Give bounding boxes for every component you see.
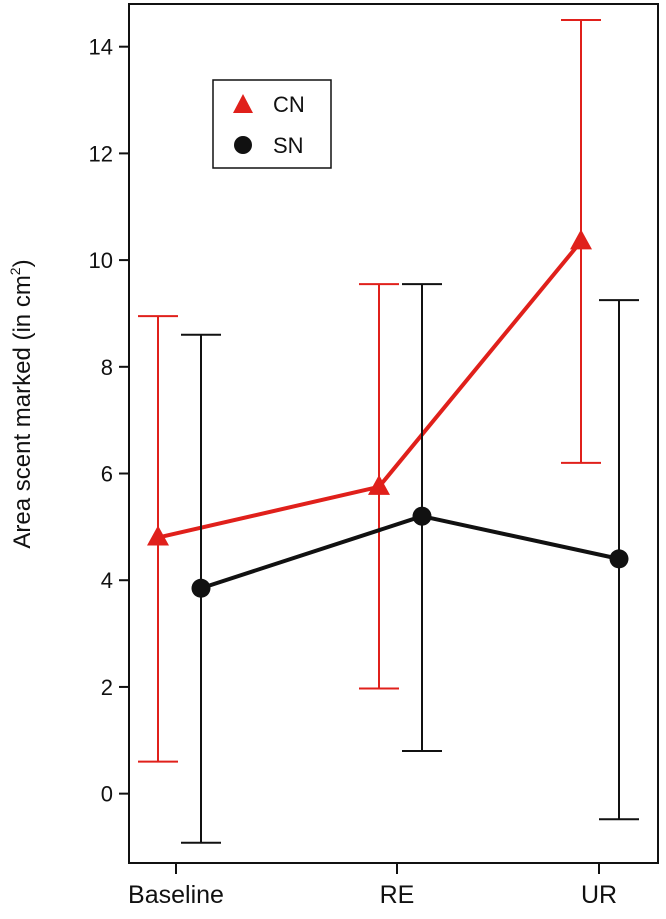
y-tick-label: 12 <box>89 141 113 166</box>
legend-sn-label: SN <box>273 133 304 158</box>
data-point-triangle <box>570 229 592 250</box>
y-tick-label: 14 <box>89 35 113 60</box>
y-axis-title-text: Area scent marked (in cm <box>9 275 36 548</box>
y-axis-title-sup: 2 <box>7 267 23 275</box>
data-point-circle <box>412 506 432 526</box>
data-point-circle <box>609 549 629 569</box>
series-cn <box>138 19 601 763</box>
series-layer <box>138 19 639 844</box>
series-sn <box>181 283 639 844</box>
series-line <box>200 514 620 591</box>
data-point-triangle <box>147 525 169 546</box>
y-tick-label: 6 <box>101 462 113 487</box>
x-tick-label: UR <box>581 881 617 909</box>
y-tick-label: 0 <box>101 782 113 807</box>
x-tick-label: RE <box>380 881 415 909</box>
y-axis-title: Area scent marked (in cm2) <box>7 259 36 548</box>
y-tick-label: 10 <box>89 248 113 273</box>
legend-cn-triangle-marker <box>233 94 253 113</box>
legend: CN SN <box>212 79 332 169</box>
legend-sn-circle-marker <box>234 136 252 154</box>
x-axis: Baseline RE UR <box>128 863 617 909</box>
y-axis-title-close: ) <box>9 259 36 267</box>
data-point-triangle <box>368 474 390 495</box>
data-point-circle <box>191 578 211 598</box>
y-tick-label: 4 <box>101 568 113 593</box>
y-axis: 0 2 4 6 8 10 12 14 <box>89 35 129 807</box>
y-tick-label: 2 <box>101 675 113 700</box>
legend-cn-label: CN <box>273 92 305 117</box>
legend-box <box>212 79 332 169</box>
x-tick-label: Baseline <box>128 881 224 909</box>
plot-frame <box>128 3 659 864</box>
y-tick-label: 8 <box>101 355 113 380</box>
